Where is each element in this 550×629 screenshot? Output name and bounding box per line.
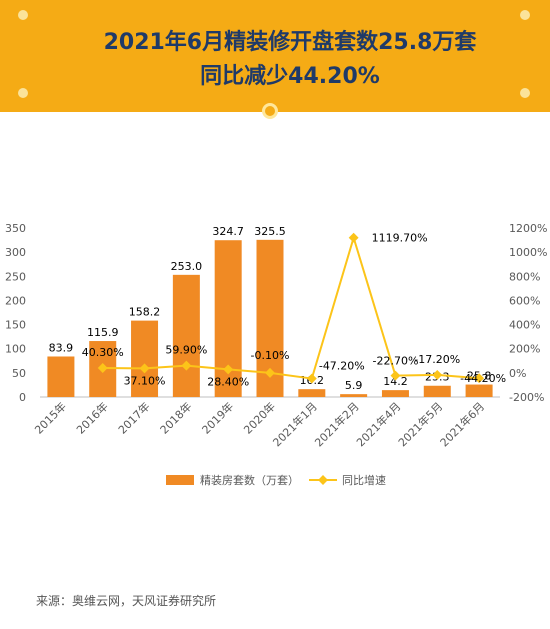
x-tick-label: 2016年 <box>73 399 110 436</box>
y-right-tick-label: -200% <box>509 391 544 404</box>
bar-value-label: 5.9 <box>345 379 363 392</box>
line-value-label: -0.10% <box>251 349 290 362</box>
bar-value-label: 325.5 <box>254 225 286 238</box>
x-tick-label: 2021年5月 <box>395 399 445 449</box>
bar-value-label: 158.2 <box>129 306 161 319</box>
line-value-label: -47.20% <box>319 360 365 373</box>
line-point <box>432 369 443 380</box>
y-right-tick-label: 400% <box>509 319 540 332</box>
x-tick-label: 2021年2月 <box>312 399 362 449</box>
x-tick-label: 2017年 <box>115 399 152 436</box>
y-right-tick-label: 200% <box>509 343 540 356</box>
decor-dot-icon <box>520 10 530 20</box>
line-value-label: -17.20% <box>414 353 460 366</box>
line-point <box>265 367 275 378</box>
y-left-tick-label: 50 <box>12 367 26 380</box>
y-right-tick-label: 600% <box>509 294 540 307</box>
x-tick-label: 2020年 <box>241 399 278 436</box>
title-banner: 2021年6月精装修开盘套数25.8万套 同比减少44.20% <box>0 0 550 112</box>
line-value-label: 40.30% <box>82 346 124 359</box>
legend-marker <box>318 475 328 485</box>
bar <box>172 274 200 397</box>
y-right-tick-label: 0% <box>509 367 526 380</box>
legend-swatch-bar <box>166 475 194 485</box>
y-left-tick-label: 150 <box>5 319 26 332</box>
line-value-label: -44.20% <box>460 372 506 385</box>
y-left-tick-label: 350 <box>5 222 26 235</box>
bar-value-label: 253.0 <box>171 260 203 273</box>
bar-value-label: 324.7 <box>212 225 244 238</box>
line-point <box>474 373 485 384</box>
line-value-label: -22.70% <box>372 355 418 368</box>
bar <box>340 394 368 397</box>
y-left-tick-label: 200 <box>5 294 26 307</box>
y-left-tick-label: 0 <box>19 391 26 404</box>
bar <box>298 389 326 397</box>
line-value-label: 37.10% <box>124 374 166 387</box>
x-tick-label: 2021年4月 <box>353 399 403 449</box>
y-left-tick-label: 100 <box>5 343 26 356</box>
series-line <box>102 234 480 380</box>
line-point <box>139 363 150 374</box>
line-value-label: 59.90% <box>165 344 207 357</box>
line-point <box>390 370 401 381</box>
chart-title-line1: 2021年6月精装修开盘套数25.8万套 <box>103 30 477 55</box>
bar <box>381 390 409 397</box>
bar <box>465 384 493 397</box>
line-point <box>348 232 359 243</box>
decor-dot-icon <box>520 88 530 98</box>
legend-label: 精装房套数（万套） <box>200 474 299 487</box>
x-tick-label: 2015年 <box>32 399 69 436</box>
y-right-tick-label: 1000% <box>509 246 547 259</box>
y-right-tick-label: 1200% <box>509 222 547 235</box>
x-tick-label: 2018年 <box>157 399 194 436</box>
bar <box>131 320 159 397</box>
line-point <box>223 364 234 375</box>
x-tick-label: 2019年 <box>199 399 236 436</box>
decor-dot-icon <box>18 10 28 20</box>
bar-value-label: 115.9 <box>87 326 119 339</box>
y-right-tick-label: 800% <box>509 270 540 283</box>
x-tick-label: 2021年6月 <box>437 399 487 449</box>
x-tick-label: 2021年1月 <box>270 399 320 449</box>
decor-dot-icon <box>18 88 28 98</box>
banner-tab-dot-icon <box>262 103 278 119</box>
line-value-label: 28.40% <box>207 375 249 388</box>
source-note: 来源：奥维云网，天风证券研究所 <box>36 594 217 608</box>
chart-title: 2021年6月精装修开盘套数25.8万套 同比减少44.20% <box>30 26 550 94</box>
line-point <box>306 373 317 384</box>
y-left-tick-label: 250 <box>5 270 26 283</box>
bar-value-label: 14.2 <box>383 375 408 388</box>
line-value-label: 1119.70% <box>372 232 428 245</box>
bar <box>47 356 75 397</box>
line-point <box>181 360 192 371</box>
legend-label: 同比增速 <box>342 473 386 487</box>
bar <box>423 385 451 397</box>
chart-title-line2: 同比减少44.20% <box>200 64 380 89</box>
y-left-tick-label: 300 <box>5 246 26 259</box>
bar-value-label: 83.9 <box>49 341 74 354</box>
